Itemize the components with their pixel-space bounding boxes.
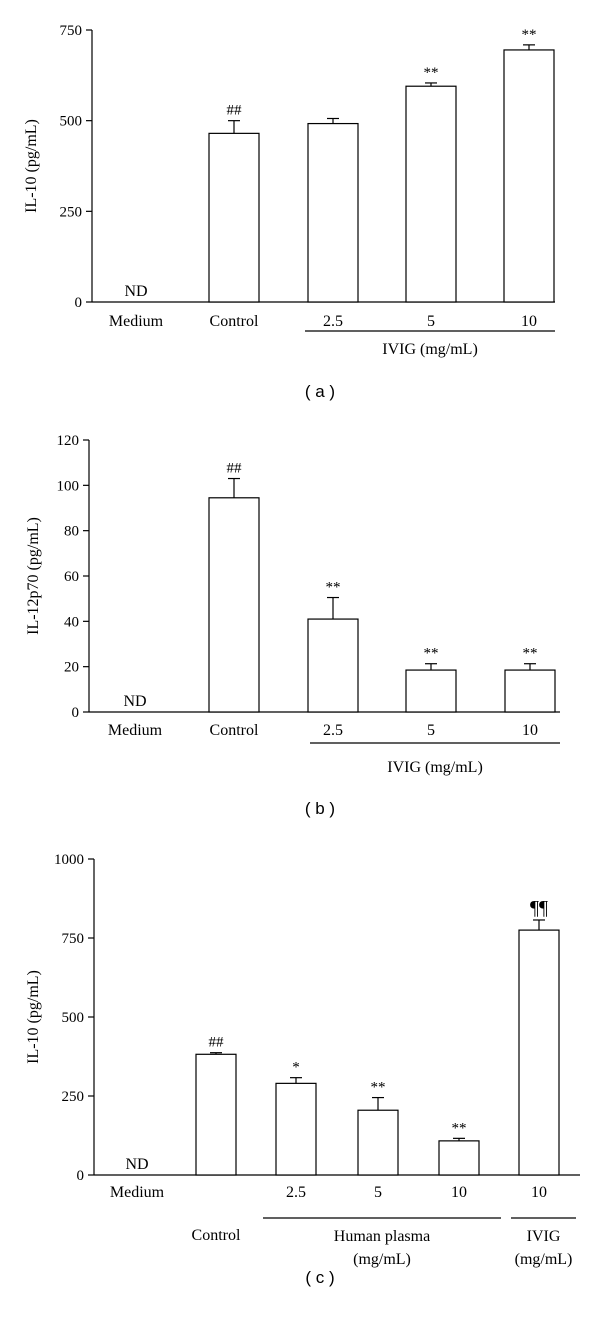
y-tick-label: 750 (60, 23, 83, 39)
significance-annotation: ** (522, 27, 537, 43)
y-tick-label: 500 (60, 114, 83, 130)
bar (307, 618, 359, 713)
significance-annotation: ## (227, 103, 243, 119)
x-tick-label: Medium (109, 313, 164, 330)
chart-panel-3: 0 250 500 750 1000 IL-10 (pg/mL) ND Medium ## Con… (25, 852, 580, 1287)
y-tick-label: 0 (77, 1168, 85, 1184)
bar (275, 1082, 317, 1176)
group-label-line: Human plasma (334, 1228, 430, 1245)
bar (503, 49, 555, 303)
significance-annotation: ** (371, 1080, 386, 1096)
y-tick-label: 0 (72, 705, 80, 721)
group-label: IVIG (mg/mL) (382, 341, 478, 358)
x-tick-label: 10 (451, 1184, 467, 1201)
y-tick-label: 100 (57, 478, 80, 494)
y-tick-label: 500 (62, 1010, 85, 1026)
x-tick-label: Medium (110, 1184, 165, 1201)
significance-annotation: ¶¶ (530, 897, 548, 919)
y-axis-label: IL-10 (pg/mL) (25, 970, 42, 1064)
y-tick-label: 750 (62, 931, 85, 947)
x-tick-label: 2.5 (286, 1184, 306, 1201)
y-axis-label: IL-12p70 (pg/mL) (25, 517, 42, 635)
panel-label: ( b ) (305, 799, 335, 818)
not-detected-label: ND (123, 693, 146, 710)
x-tick-label: 2.5 (323, 722, 343, 739)
x-tick-label: 10 (531, 1184, 547, 1201)
significance-annotation: ** (326, 580, 341, 596)
y-tick-label: 0 (75, 295, 83, 311)
x-tick-label: 5 (374, 1184, 382, 1201)
chart-panel-2: 0 20 40 60 80 100 120 IL-12p70 (pg/mL) ND Medium #… (25, 433, 560, 818)
y-tick-label: 60 (64, 569, 79, 585)
group-label-line: (mg/mL) (515, 1251, 573, 1268)
not-detected-label: ND (124, 283, 147, 300)
bar (307, 122, 359, 303)
x-tick-label: 10 (521, 313, 537, 330)
bar (195, 1053, 237, 1176)
bar (504, 669, 556, 713)
not-detected-label: ND (125, 1156, 148, 1173)
bar (405, 669, 457, 713)
significance-annotation: ** (424, 65, 439, 81)
panel-label: ( a ) (305, 382, 335, 401)
significance-annotation: ** (424, 646, 439, 662)
group-label: IVIG (mg/mL) (387, 759, 483, 776)
bar (518, 929, 560, 1176)
group-label-line: IVIG (527, 1228, 561, 1245)
significance-annotation: ** (523, 646, 538, 662)
x-tick-label: Medium (108, 722, 163, 739)
x-tick-label: 5 (427, 722, 435, 739)
y-tick-label: 120 (57, 433, 80, 449)
y-tick-label: 250 (60, 204, 83, 220)
x-tick-label: Control (192, 1227, 241, 1244)
y-tick-label: 1000 (54, 852, 84, 868)
significance-annotation: ## (227, 461, 243, 477)
bar (357, 1109, 399, 1176)
group-label-line: (mg/mL) (353, 1251, 411, 1268)
x-tick-label: 10 (522, 722, 538, 739)
y-axis-label: IL-10 (pg/mL) (23, 119, 40, 213)
chart-panel-1: 0 250 500 750 IL-10 (pg/mL) ND Medium ## Control… (23, 23, 555, 401)
y-tick-label: 20 (64, 660, 79, 676)
significance-annotation: ## (209, 1035, 225, 1051)
bar (208, 132, 260, 303)
significance-annotation: ** (452, 1120, 467, 1136)
significance-annotation: * (292, 1060, 300, 1076)
y-tick-label: 250 (62, 1089, 85, 1105)
panel-label: ( c ) (305, 1268, 334, 1287)
x-tick-label: 2.5 (323, 313, 343, 330)
x-tick-label: Control (210, 722, 259, 739)
x-tick-label: 5 (427, 313, 435, 330)
y-tick-label: 80 (64, 524, 79, 540)
bar (438, 1140, 480, 1176)
y-tick-label: 40 (64, 614, 79, 630)
x-tick-label: Control (210, 313, 259, 330)
bar (405, 85, 457, 303)
bar (208, 497, 260, 713)
